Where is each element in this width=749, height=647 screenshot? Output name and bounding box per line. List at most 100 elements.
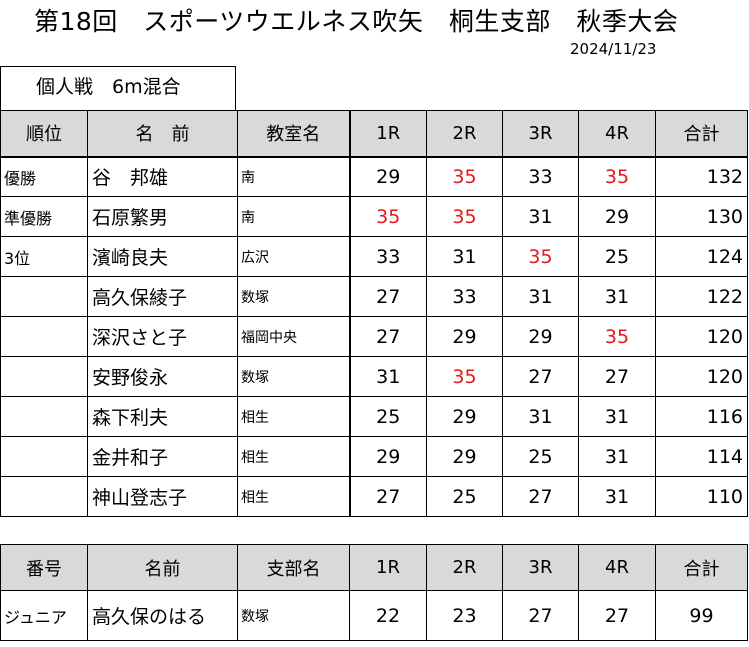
- class-cell: 南: [237, 196, 351, 237]
- round3-score: 27: [502, 590, 579, 641]
- header-2r: 2R: [426, 544, 503, 591]
- round2-score: 35: [426, 196, 503, 237]
- round2-score: 35: [426, 156, 503, 197]
- round2-score: 33: [426, 276, 503, 317]
- header-1r: 1R: [349, 544, 427, 591]
- rank-cell: [0, 356, 88, 397]
- rank-cell: [0, 276, 88, 317]
- name-cell: 深沢さと子: [87, 316, 238, 357]
- junior-table: 番号 名前 支部名 1R 2R 3R 4R 合計 ジュニア 高久保のはる 数塚 22 23 27 27 99: [0, 544, 748, 641]
- round4-score: 31: [578, 436, 656, 477]
- header-name: 名前: [87, 544, 238, 591]
- round3-score: 27: [502, 356, 579, 397]
- round1-score: 27: [349, 276, 427, 317]
- class-cell: 福岡中央: [237, 316, 351, 357]
- round1-score: 29: [349, 436, 427, 477]
- total-score: 130: [655, 196, 748, 237]
- round2-score: 25: [426, 476, 503, 517]
- header-3r: 3R: [502, 544, 579, 591]
- round4-score: 25: [578, 236, 656, 277]
- round4-score: 31: [578, 276, 656, 317]
- name-cell: 森下利夫: [87, 396, 238, 437]
- total-score: 114: [655, 436, 748, 477]
- round3-score: 29: [502, 316, 579, 357]
- name-cell: 高久保綾子: [87, 276, 238, 317]
- rank-cell: 準優勝: [0, 196, 88, 237]
- event-label: 個人戦 6m混合: [0, 66, 236, 110]
- round1-score: 29: [349, 156, 427, 197]
- header-2r: 2R: [426, 110, 503, 158]
- round2-score: 31: [426, 236, 503, 277]
- total-score: 120: [655, 356, 748, 397]
- rank-cell: [0, 396, 88, 437]
- round1-score: 27: [349, 316, 427, 357]
- round3-score: 33: [502, 156, 579, 197]
- header-1r: 1R: [349, 110, 427, 158]
- class-cell: 相生: [237, 476, 351, 517]
- header-rank: 番号: [0, 544, 88, 591]
- header-4r: 4R: [578, 544, 656, 591]
- header-total: 合計: [655, 110, 748, 158]
- results-table: 順位名 前教室名 1R 2R 3R 4R 合計 優勝谷 邦雄南 29 35 33 35 132 準優勝石…: [0, 110, 748, 517]
- table-row: 神山登志子 相生 27 25 27 31 110: [0, 476, 748, 517]
- round2-score: 29: [426, 436, 503, 477]
- total-score: 120: [655, 316, 748, 357]
- round4-score: 27: [578, 356, 656, 397]
- class-cell: 数塚: [237, 356, 351, 397]
- round4-score: 29: [578, 196, 656, 237]
- round3-score: 31: [502, 396, 579, 437]
- round2-score: 23: [426, 590, 503, 641]
- name-cell: 石原繁男: [87, 196, 238, 237]
- round1-score: 35: [349, 196, 427, 237]
- name-cell: 濱崎良夫: [87, 236, 238, 277]
- header-class: 支部名: [237, 544, 350, 591]
- name-cell: 金井和子: [87, 436, 238, 477]
- header-3r: 3R: [502, 110, 579, 158]
- round1-score: 33: [349, 236, 427, 277]
- class-cell: 数塚: [237, 590, 350, 641]
- rank-cell: [0, 436, 88, 477]
- rank-cell: 優勝: [0, 156, 88, 197]
- round2-score: 29: [426, 316, 503, 357]
- name-cell: 高久保のはる: [87, 590, 238, 641]
- table-row: 森下利夫 相生 25 29 31 31 116: [0, 396, 748, 437]
- round4-score: 27: [578, 590, 656, 641]
- total-score: 110: [655, 476, 748, 517]
- round4-score: 31: [578, 396, 656, 437]
- class-cell: 相生: [237, 436, 351, 477]
- class-cell: 相生: [237, 396, 351, 437]
- table-row: 優勝谷 邦雄南 29 35 33 35 132: [0, 156, 748, 197]
- total-score: 122: [655, 276, 748, 317]
- page-title: 第18回 スポーツウエルネス吹矢 桐生支部 秋季大会: [34, 7, 679, 36]
- round3-score: 25: [502, 436, 579, 477]
- total-score: 124: [655, 236, 748, 277]
- header-class: 教室名: [237, 110, 351, 158]
- table-row: 準優勝 石原繁男南 35 35 31 29 130: [0, 196, 748, 237]
- table-row: 3位 濱崎良夫 広沢 33 31 35 25 124: [0, 236, 748, 277]
- round3-score: 31: [502, 196, 579, 237]
- round4-score: 35: [578, 156, 656, 197]
- name-cell: 谷 邦雄: [87, 156, 238, 197]
- table-row: 高久保綾子 数塚 27 33 31 31 122: [0, 276, 748, 317]
- round1-score: 31: [349, 356, 427, 397]
- rank-cell: [0, 476, 88, 517]
- round3-score: 31: [502, 276, 579, 317]
- header-rank: 順位: [0, 110, 88, 158]
- total-score: 132: [655, 156, 748, 197]
- name-cell: 神山登志子: [87, 476, 238, 517]
- header-name: 名 前: [87, 110, 238, 158]
- table-header-row: 番号 名前 支部名 1R 2R 3R 4R 合計: [0, 544, 748, 591]
- round1-score: 25: [349, 396, 427, 437]
- table-header-row: 順位名 前教室名 1R 2R 3R 4R 合計: [0, 110, 748, 158]
- round2-score: 35: [426, 356, 503, 397]
- rank-cell: 3位: [0, 236, 88, 277]
- rank-cell: [0, 316, 88, 357]
- total-score: 99: [655, 590, 748, 641]
- class-cell: 数塚: [237, 276, 351, 317]
- round3-score: 35: [502, 236, 579, 277]
- round4-score: 35: [578, 316, 656, 357]
- rank-cell: ジュニア: [0, 590, 88, 641]
- round1-score: 27: [349, 476, 427, 517]
- class-cell: 南: [237, 156, 351, 197]
- round2-score: 29: [426, 396, 503, 437]
